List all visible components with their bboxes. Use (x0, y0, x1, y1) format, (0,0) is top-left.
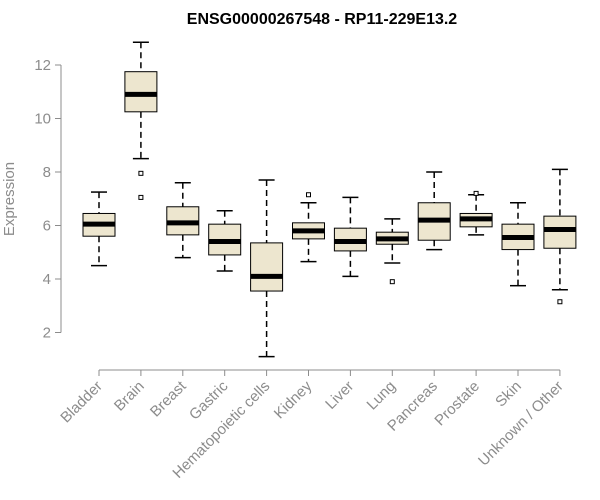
boxes-group (82, 41, 577, 358)
box-2 (166, 181, 200, 259)
box-iqr (124, 71, 158, 113)
y-tick-label: 10 (34, 111, 51, 128)
box-5 (292, 192, 325, 263)
y-tick-label: 12 (34, 57, 51, 74)
box-6 (333, 196, 367, 278)
x-category-label: Liver (322, 378, 357, 413)
box-1 (124, 41, 158, 200)
x-category-label: Kidney (271, 377, 316, 422)
y-tick-label: 6 (43, 218, 51, 235)
outlier-point (306, 192, 311, 198)
box-iqr (543, 215, 577, 249)
x-category-label: Prostate (431, 378, 483, 430)
y-axis-label: Expression (1, 162, 18, 236)
box-11 (543, 168, 577, 305)
x-category-label: Breast (147, 377, 190, 420)
box-9 (459, 190, 493, 236)
outlier-point (389, 279, 395, 285)
box-iqr (250, 242, 284, 292)
chart-title: ENSG00000267548 - RP11-229E13.2 (187, 11, 458, 28)
box-10 (501, 202, 535, 287)
box-7 (375, 218, 409, 285)
box-8 (417, 171, 451, 251)
x-category-label: Bladder (57, 378, 106, 427)
y-tick-label: 2 (43, 325, 51, 342)
y-tick-label: 4 (43, 271, 51, 288)
outlier-point (557, 299, 563, 305)
y-tick-label: 8 (43, 164, 51, 181)
y-axis: 2 4 6 8 10 12 (34, 57, 62, 342)
box-3 (208, 210, 242, 272)
box-4 (250, 179, 284, 358)
x-category-label: Brain (111, 378, 148, 415)
outlier-point (473, 190, 479, 196)
outlier-point (138, 194, 144, 200)
outlier-point (138, 170, 144, 176)
x-category-label: Skin (492, 378, 525, 411)
x-category-label: Lung (364, 378, 400, 414)
box-0 (82, 191, 116, 267)
